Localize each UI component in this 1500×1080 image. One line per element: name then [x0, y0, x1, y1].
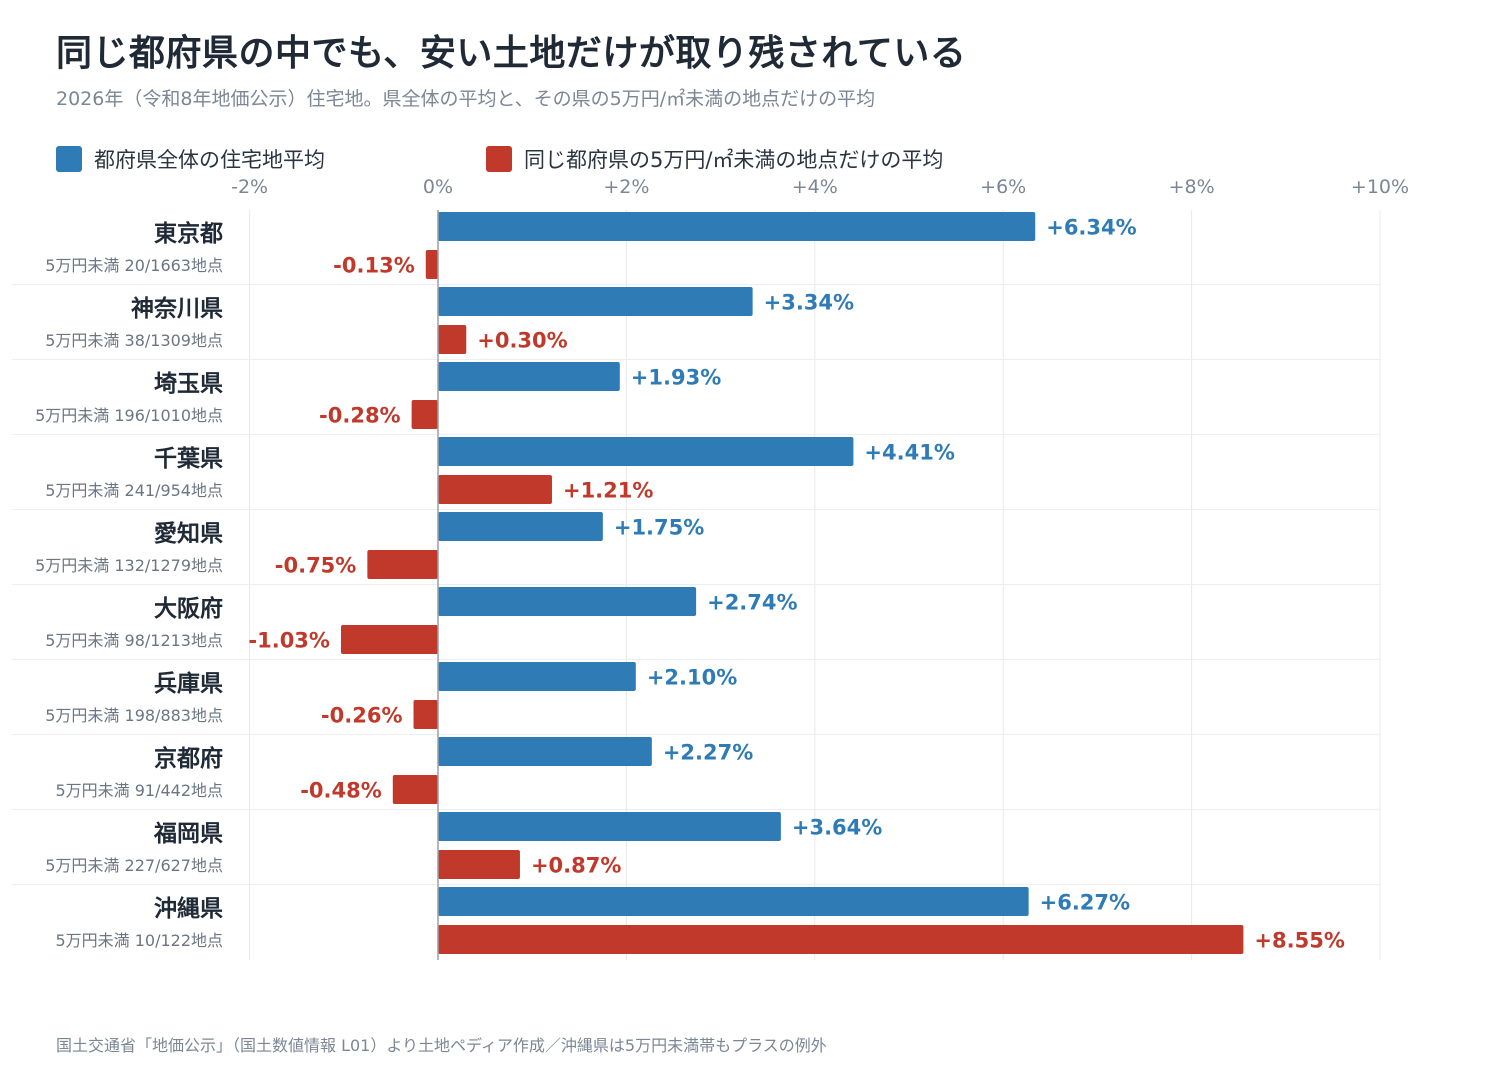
category-note: 5万円未満 196/1010地点 [35, 406, 223, 425]
category-note: 5万円未満 132/1279地点 [35, 556, 223, 575]
x-tick-label: +8% [1169, 176, 1215, 198]
bar-all [438, 887, 1029, 916]
legend-swatch-cheap [486, 146, 512, 172]
category-note: 5万円未満 98/1213地点 [45, 631, 223, 650]
x-tick-label: 0% [423, 176, 453, 198]
bar-all [438, 587, 697, 616]
category-note: 5万円未満 241/954地点 [45, 481, 223, 500]
legend-item-all: 都府県全体の住宅地平均 [56, 144, 325, 174]
x-tick-label: +2% [603, 176, 649, 198]
data-label-cheap: -0.48% [300, 779, 382, 803]
bar-cheap [438, 475, 552, 504]
category-label: 千葉県 [154, 446, 223, 472]
category-note: 5万円未満 10/122地点 [55, 931, 223, 950]
bar-cheap [438, 325, 467, 354]
source-note: 国土交通省「地価公示」（国土数値情報 L01）より土地ペディア作成／沖縄県は5万… [56, 1036, 827, 1055]
category-label: 大阪府 [154, 595, 223, 622]
data-label-cheap: -0.13% [333, 254, 415, 278]
category-label: 沖縄県 [154, 896, 223, 922]
data-label-cheap: +0.30% [477, 329, 567, 353]
legend-swatch-all [56, 146, 82, 172]
bar-cheap [438, 925, 1244, 954]
category-label: 京都府 [154, 745, 223, 772]
data-label-all: +3.34% [764, 291, 854, 315]
data-label-cheap: -0.75% [275, 554, 357, 578]
data-label-all: +1.93% [631, 366, 721, 390]
chart-subtitle: 2026年（令和8年地価公示）住宅地。県全体の平均と、その県の5万円/㎡未満の地… [56, 88, 876, 110]
category-note: 5万円未満 91/442地点 [55, 781, 223, 800]
data-label-all: +2.74% [707, 591, 797, 615]
legend-label-all: 都府県全体の住宅地平均 [94, 148, 325, 172]
bar-cheap [392, 775, 438, 804]
bar-all [438, 812, 781, 841]
category-note: 5万円未満 227/627地点 [45, 856, 223, 875]
bar-cheap [438, 850, 520, 879]
bar-all [438, 437, 854, 466]
bar-cheap [411, 400, 438, 429]
legend-label-cheap: 同じ都府県の5万円/㎡未満の地点だけの平均 [524, 148, 944, 172]
bar-cheap [367, 550, 438, 579]
bar-all [438, 737, 652, 766]
category-note: 5万円未満 20/1663地点 [45, 256, 223, 275]
category-label: 東京都 [154, 220, 223, 247]
category-label: 福岡県 [153, 821, 223, 847]
data-label-all: +4.41% [864, 441, 954, 465]
chart-title: 同じ都府県の中でも、安い土地だけが取り残されている [56, 33, 967, 74]
bar-all [438, 662, 636, 691]
category-label: 愛知県 [154, 520, 223, 547]
data-label-cheap: +1.21% [563, 479, 653, 503]
bar-cheap [425, 250, 438, 279]
category-note: 5万円未満 38/1309地点 [45, 331, 223, 350]
data-label-all: +1.75% [614, 516, 704, 540]
x-tick-label: +4% [792, 176, 838, 198]
x-tick-label: +6% [980, 176, 1026, 198]
bar-all [438, 512, 603, 541]
data-label-all: +2.27% [663, 741, 753, 765]
data-label-cheap: -1.03% [248, 629, 330, 653]
category-note: 5万円未満 198/883地点 [45, 706, 223, 725]
bar-all [438, 212, 1036, 241]
bar-cheap [413, 700, 438, 729]
category-label: 埼玉県 [154, 371, 223, 397]
category-label: 兵庫県 [154, 670, 223, 697]
data-label-cheap: -0.26% [321, 704, 403, 728]
data-label-all: +6.34% [1046, 216, 1136, 240]
x-tick-label: -2% [231, 176, 268, 198]
data-label-all: +2.10% [647, 666, 737, 690]
data-label-all: +6.27% [1040, 891, 1130, 915]
bar-cheap [340, 625, 438, 654]
bar-all [438, 287, 753, 316]
bar-all [438, 362, 620, 391]
data-label-all: +3.64% [792, 816, 882, 840]
data-label-cheap: +0.87% [531, 854, 621, 878]
data-label-cheap: +8.55% [1254, 929, 1344, 953]
x-tick-label: +10% [1351, 176, 1409, 198]
category-label: 神奈川県 [131, 295, 223, 322]
data-label-cheap: -0.28% [319, 404, 401, 428]
legend-item-cheap: 同じ都府県の5万円/㎡未満の地点だけの平均 [486, 144, 943, 174]
